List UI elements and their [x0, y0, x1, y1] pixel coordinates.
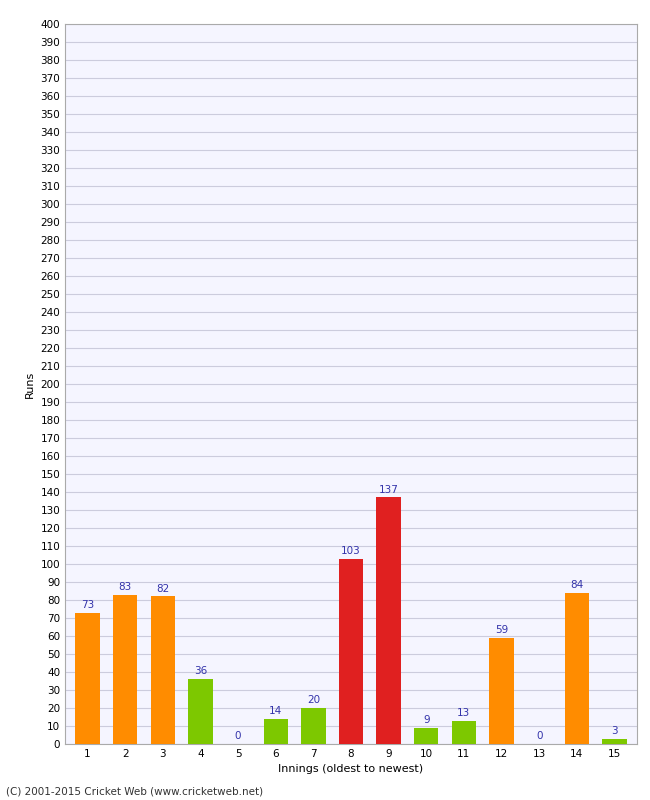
Bar	[151, 596, 175, 744]
Bar	[414, 728, 439, 744]
Text: 103: 103	[341, 546, 361, 556]
Text: 73: 73	[81, 600, 94, 610]
Text: 84: 84	[570, 580, 584, 590]
Text: 20: 20	[307, 695, 320, 706]
Text: 0: 0	[536, 731, 542, 742]
Bar	[565, 593, 589, 744]
Text: 36: 36	[194, 666, 207, 677]
Text: 9: 9	[423, 715, 430, 725]
X-axis label: Innings (oldest to newest): Innings (oldest to newest)	[278, 765, 424, 774]
Bar	[263, 718, 288, 744]
Bar	[113, 594, 137, 744]
Bar	[188, 679, 213, 744]
Text: 0: 0	[235, 731, 241, 742]
Text: 82: 82	[156, 584, 170, 594]
Text: 13: 13	[457, 708, 471, 718]
Bar	[489, 638, 514, 744]
Y-axis label: Runs: Runs	[25, 370, 35, 398]
Text: 137: 137	[379, 485, 398, 494]
Bar	[452, 721, 476, 744]
Bar	[301, 708, 326, 744]
Bar	[376, 498, 401, 744]
Text: 3: 3	[611, 726, 618, 736]
Text: (C) 2001-2015 Cricket Web (www.cricketweb.net): (C) 2001-2015 Cricket Web (www.cricketwe…	[6, 786, 264, 796]
Bar	[339, 558, 363, 744]
Bar	[75, 613, 100, 744]
Bar	[602, 738, 627, 744]
Text: 14: 14	[269, 706, 282, 716]
Text: 83: 83	[118, 582, 132, 592]
Text: 59: 59	[495, 625, 508, 635]
